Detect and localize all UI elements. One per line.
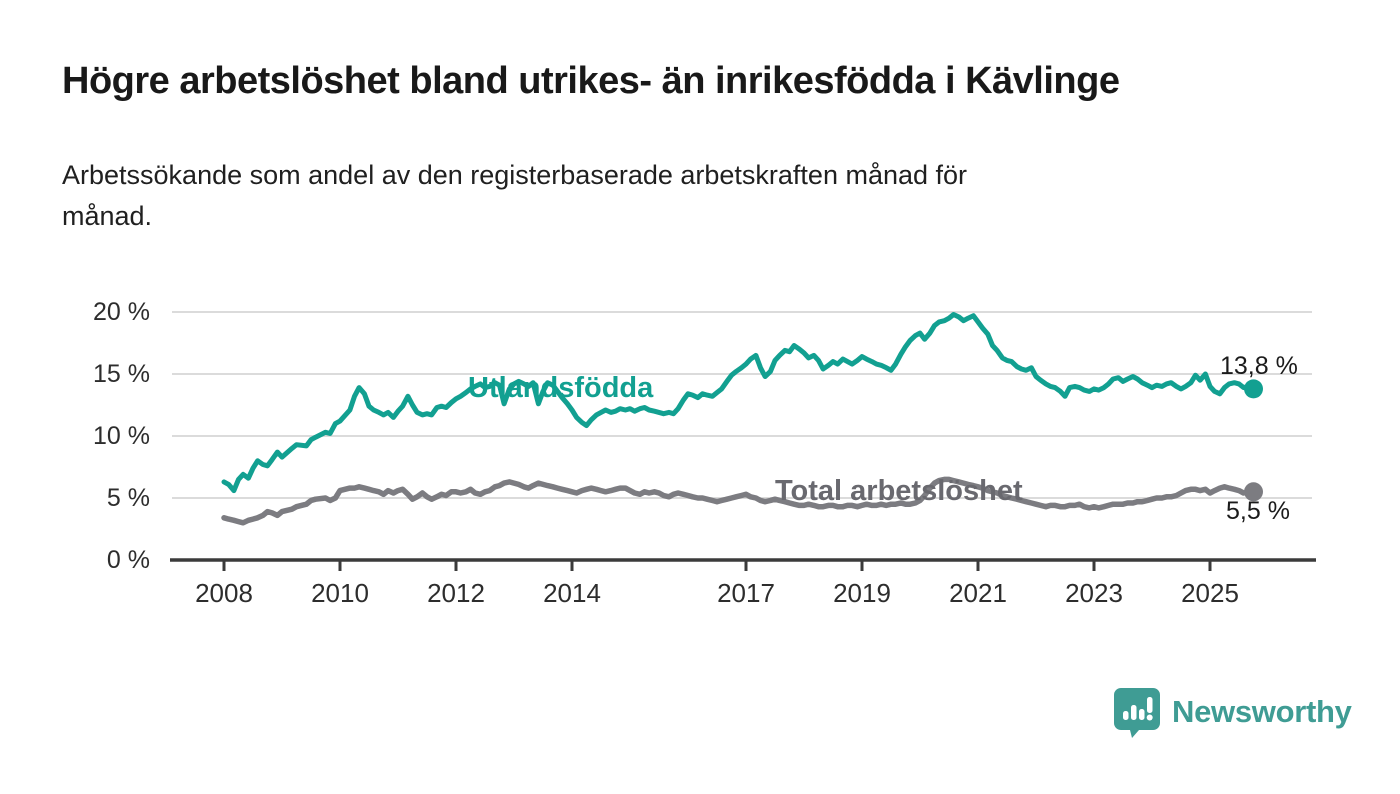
newsworthy-logo: Newsworthy bbox=[1112, 686, 1352, 738]
series-label-total-arbetsloshet: Total arbetslöshet bbox=[775, 475, 1023, 507]
y-axis-label-20: 20 % bbox=[93, 298, 150, 326]
subtitle-line-2: månad. bbox=[62, 200, 153, 231]
x-axis-label-2019: 2019 bbox=[833, 578, 891, 608]
chart-subtitle: Arbetssökande som andel av den registerb… bbox=[62, 155, 1292, 236]
series-end-dot-0 bbox=[1244, 379, 1263, 399]
series-end-dot-1 bbox=[1244, 482, 1263, 502]
series-line-1 bbox=[221, 476, 1257, 526]
end-value-total: 5,5 % bbox=[1226, 497, 1290, 525]
x-axis-label-2014: 2014 bbox=[543, 578, 601, 608]
x-axis-label-2021: 2021 bbox=[949, 578, 1007, 608]
subtitle-line-1: Arbetssökande som andel av den registerb… bbox=[62, 160, 968, 190]
y-axis-label-15: 15 % bbox=[93, 360, 150, 388]
end-value-utlandsfodda: 13,8 % bbox=[1220, 352, 1298, 380]
series-label-utlandsfodda: Utlandsfödda bbox=[468, 372, 654, 404]
logo-wordmark: Newsworthy bbox=[1172, 694, 1352, 729]
y-axis-label-5: 5 % bbox=[106, 484, 150, 512]
x-axis-label-2025: 2025 bbox=[1181, 578, 1239, 608]
x-axis-label-2017: 2017 bbox=[717, 578, 775, 608]
x-axis-label-2023: 2023 bbox=[1065, 578, 1123, 608]
speech-bubble-bar-chart-icon bbox=[1114, 688, 1160, 738]
y-axis-label-0: 0 % bbox=[106, 546, 150, 574]
x-axis-label-2008: 2008 bbox=[195, 578, 253, 608]
x-axis-label-2012: 2012 bbox=[427, 578, 485, 608]
page-title: Högre arbetslöshet bland utrikes- än inr… bbox=[62, 60, 1120, 102]
y-axis-label-10: 10 % bbox=[93, 422, 150, 450]
x-axis-label-2010: 2010 bbox=[311, 578, 369, 608]
series-line-0 bbox=[221, 312, 1256, 494]
